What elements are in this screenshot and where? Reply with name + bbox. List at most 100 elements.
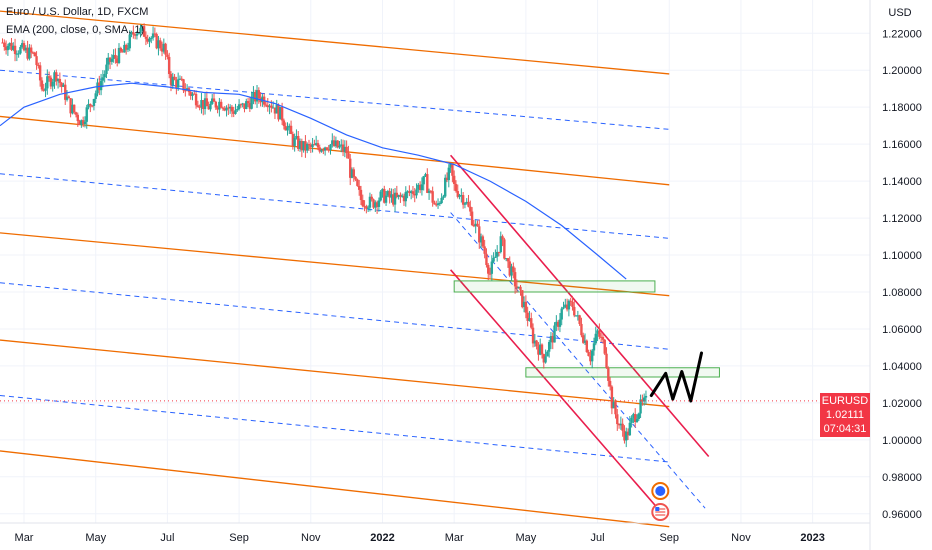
- candle-body: [366, 207, 370, 209]
- candle-body: [128, 34, 131, 49]
- candle-body: [123, 44, 126, 53]
- candle-body: [51, 81, 54, 87]
- candle-body: [300, 140, 304, 151]
- candle-body: [6, 45, 10, 51]
- candle-body: [160, 48, 164, 52]
- candle-body: [515, 286, 519, 289]
- candle-body: [413, 193, 416, 196]
- candle-body: [458, 195, 461, 197]
- candle-body: [307, 143, 311, 145]
- candle-body: [275, 104, 278, 114]
- candle-body: [610, 386, 614, 409]
- candle-body: [261, 96, 264, 103]
- candle-body: [218, 101, 221, 110]
- candle-body: [375, 202, 379, 207]
- candle-body: [232, 111, 235, 114]
- candle-body: [200, 100, 203, 108]
- candle-body: [526, 312, 529, 321]
- event-icons[interactable]: [651, 482, 670, 521]
- candle-body: [112, 54, 115, 60]
- candle-body: [286, 127, 289, 131]
- candle-body: [623, 430, 626, 441]
- candle-body: [415, 189, 418, 196]
- candle-body: [426, 174, 429, 193]
- candle-body: [151, 33, 155, 38]
- candle-body: [1, 42, 4, 44]
- candle-body: [76, 114, 79, 122]
- candle-body: [567, 300, 571, 310]
- candle-body: [356, 179, 359, 186]
- candle-body: [340, 144, 343, 146]
- candle-body: [483, 246, 486, 254]
- candle-body: [517, 286, 520, 289]
- candle-body: [193, 93, 196, 95]
- candle-body: [336, 140, 339, 148]
- candle-body: [359, 189, 363, 201]
- candle-body: [191, 93, 194, 96]
- y-tick-label: 0.98000: [882, 472, 922, 484]
- candle-body: [488, 273, 492, 275]
- candle-body: [108, 57, 112, 62]
- candle-body: [62, 84, 65, 87]
- candle-body: [619, 423, 623, 426]
- candle-body: [338, 145, 341, 148]
- support-zone: [453, 280, 656, 293]
- candle-body: [19, 46, 22, 54]
- candle-body: [393, 192, 397, 205]
- x-tick-label: 2023: [800, 532, 824, 544]
- candle-body: [26, 47, 29, 59]
- candle-body: [311, 144, 314, 147]
- candle-body: [10, 42, 13, 50]
- candle-body: [207, 106, 210, 110]
- candle-body: [31, 52, 35, 54]
- candle-body: [219, 101, 223, 108]
- candle-body: [510, 266, 513, 276]
- candle-body: [297, 135, 300, 149]
- last-price-label: 1.02111: [825, 408, 865, 421]
- candle-body: [133, 34, 137, 36]
- candle-body: [266, 105, 269, 108]
- candle-body: [368, 196, 372, 208]
- candle-body: [574, 315, 578, 317]
- candle-body: [451, 163, 454, 176]
- candle-body: [37, 65, 40, 67]
- candle-body: [65, 96, 69, 100]
- candle-body: [349, 158, 352, 178]
- candle-body: [395, 192, 399, 197]
- candle-body: [442, 196, 445, 198]
- candle-body: [392, 194, 395, 205]
- candle-body: [626, 431, 630, 436]
- candle-body: [255, 90, 259, 102]
- candle-body: [64, 84, 67, 100]
- candle-body: [132, 32, 135, 35]
- candle-body: [189, 92, 192, 96]
- candle-body: [465, 201, 468, 204]
- candle-body: [279, 106, 282, 120]
- candle-body: [237, 104, 241, 110]
- candle-body: [625, 431, 628, 441]
- candle-body: [209, 103, 212, 110]
- candle-body: [13, 45, 17, 55]
- candle-body: [295, 135, 298, 138]
- candle-body: [103, 74, 106, 78]
- candle-body: [12, 45, 15, 50]
- candle-body: [92, 98, 96, 106]
- candle-body: [607, 367, 610, 381]
- candle-body: [411, 191, 415, 194]
- candle-body: [298, 140, 302, 149]
- x-tick-label: Nov: [301, 532, 321, 544]
- candle-body: [388, 191, 391, 198]
- channel-line: [0, 115, 670, 186]
- candle-body: [580, 323, 583, 336]
- candle-body: [461, 195, 465, 205]
- y-tick-label: 1.16000: [882, 139, 922, 151]
- candle-body: [512, 266, 515, 273]
- y-tick-label: 1.02000: [882, 398, 922, 410]
- candle-body: [49, 77, 53, 87]
- candle-body: [198, 106, 201, 108]
- candle-body: [573, 306, 576, 316]
- candle-body: [313, 144, 316, 146]
- candle-body: [58, 78, 62, 83]
- candle-body: [521, 290, 524, 308]
